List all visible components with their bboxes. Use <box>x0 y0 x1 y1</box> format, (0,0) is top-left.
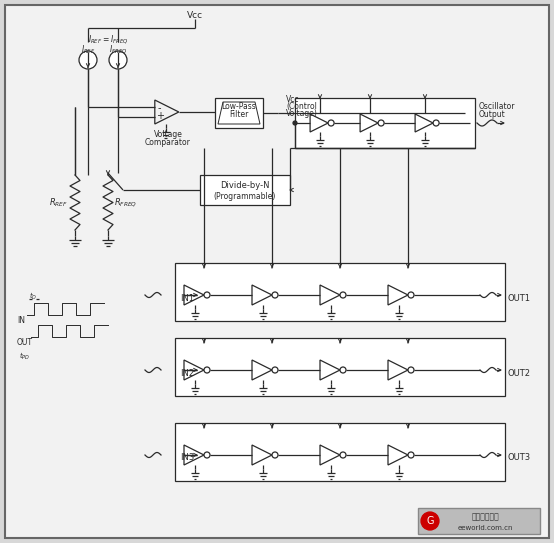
Circle shape <box>79 51 97 69</box>
Bar <box>200 175 290 205</box>
Text: OUT1: OUT1 <box>508 294 531 302</box>
Text: $R_{FREQ}$: $R_{FREQ}$ <box>114 196 138 209</box>
Text: Vcc: Vcc <box>187 10 203 20</box>
Bar <box>215 98 263 128</box>
Circle shape <box>408 367 414 373</box>
Circle shape <box>272 367 278 373</box>
Text: Output: Output <box>479 110 506 118</box>
Text: +: + <box>156 111 163 121</box>
Circle shape <box>340 452 346 458</box>
Text: Oscillator: Oscillator <box>479 102 516 110</box>
Circle shape <box>293 121 297 125</box>
Circle shape <box>408 452 414 458</box>
Text: Voltage): Voltage) <box>286 109 318 117</box>
Circle shape <box>408 292 414 298</box>
Circle shape <box>340 292 346 298</box>
Text: G: G <box>426 516 434 526</box>
Circle shape <box>204 292 210 298</box>
Text: 电子工程世界: 电子工程世界 <box>471 513 499 521</box>
Text: Comparator: Comparator <box>145 137 191 147</box>
Text: IN: IN <box>17 315 25 325</box>
Text: $I_{REF}$: $I_{REF}$ <box>81 44 95 56</box>
Text: $I_{FREQ}$: $I_{FREQ}$ <box>109 43 127 56</box>
Bar <box>418 508 540 534</box>
Text: OUT: OUT <box>17 338 33 346</box>
Circle shape <box>272 452 278 458</box>
Text: -: - <box>158 103 161 113</box>
Text: Divide-by-N: Divide-by-N <box>220 180 270 190</box>
Circle shape <box>328 120 334 126</box>
Circle shape <box>109 51 127 69</box>
Circle shape <box>272 292 278 298</box>
Text: OUT2: OUT2 <box>508 369 531 377</box>
Text: IN3: IN3 <box>180 453 194 463</box>
Text: Vcc: Vcc <box>286 94 300 104</box>
Text: Voltage: Voltage <box>153 129 182 138</box>
Text: eeworld.com.cn: eeworld.com.cn <box>458 525 513 531</box>
Circle shape <box>204 367 210 373</box>
Text: $t_D$: $t_D$ <box>29 291 37 301</box>
Text: IN1: IN1 <box>180 294 194 302</box>
Bar <box>295 98 475 148</box>
Text: Filter: Filter <box>229 110 249 118</box>
Circle shape <box>421 512 439 530</box>
Text: IN2: IN2 <box>180 369 194 377</box>
Text: $t_{PD}$: $t_{PD}$ <box>19 350 30 362</box>
Text: $R_{REF}$: $R_{REF}$ <box>49 196 69 209</box>
Circle shape <box>204 452 210 458</box>
Bar <box>175 263 505 321</box>
Bar <box>175 338 505 396</box>
Bar <box>175 423 505 481</box>
Text: (Programmable): (Programmable) <box>214 192 276 200</box>
Text: OUT3: OUT3 <box>508 453 531 463</box>
Text: Low-Pass: Low-Pass <box>222 102 257 110</box>
Circle shape <box>378 120 384 126</box>
Circle shape <box>340 367 346 373</box>
Circle shape <box>433 120 439 126</box>
Text: $I_{REF} = I_{FREQ}$: $I_{REF} = I_{FREQ}$ <box>88 34 128 46</box>
Text: (Control: (Control <box>286 102 317 110</box>
